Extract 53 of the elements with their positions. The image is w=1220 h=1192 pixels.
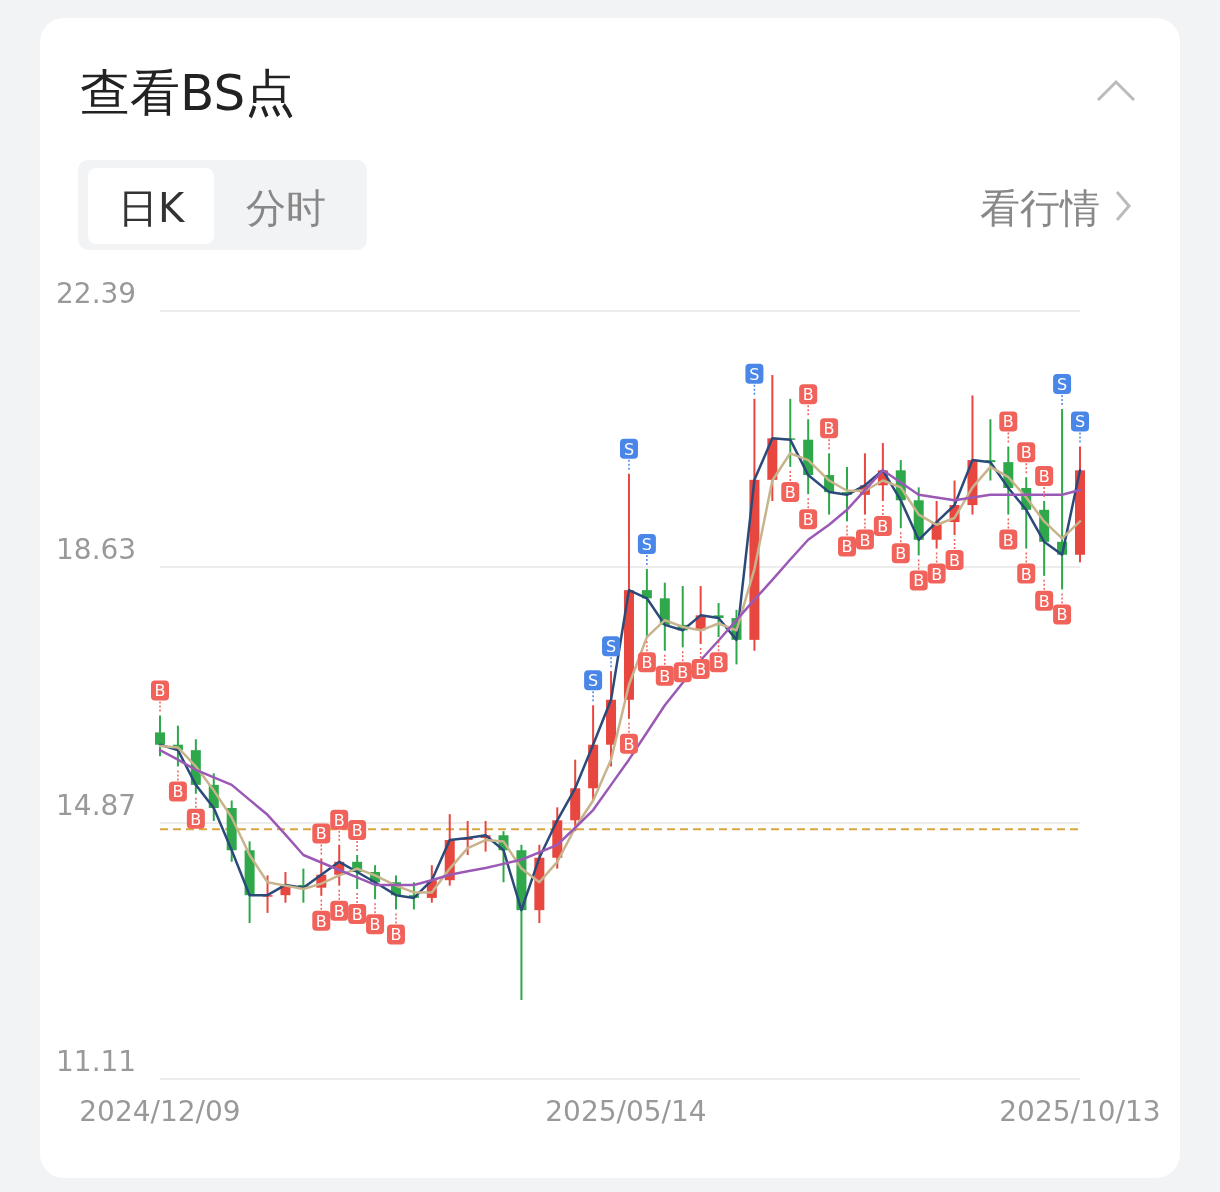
annotation: B bbox=[623, 734, 635, 754]
y-tick-label: 11.11 bbox=[56, 1045, 137, 1078]
annotation: B bbox=[859, 530, 871, 550]
y-tick-label: 14.87 bbox=[56, 789, 137, 822]
x-tick-label: 2025/05/14 bbox=[545, 1095, 707, 1128]
annotation: S bbox=[749, 364, 760, 384]
annotation: B bbox=[931, 564, 943, 584]
annotation: B bbox=[802, 510, 814, 530]
annotation: B bbox=[841, 537, 853, 557]
annotation: B bbox=[333, 901, 345, 921]
annotation: B bbox=[190, 809, 202, 829]
annotation: S bbox=[605, 637, 617, 657]
annotation: B bbox=[1002, 412, 1014, 432]
annotation: S bbox=[588, 671, 599, 691]
x-tick-label: 2025/10/13 bbox=[999, 1095, 1161, 1128]
annotation: B bbox=[172, 782, 184, 802]
annotation: B bbox=[333, 810, 345, 830]
annotation: B bbox=[1038, 591, 1050, 611]
text: 看行情 bbox=[980, 185, 1100, 231]
annotation: B bbox=[713, 653, 725, 673]
annotation: S bbox=[641, 535, 652, 555]
annotation: B bbox=[913, 571, 925, 591]
annotation: S bbox=[623, 439, 635, 459]
chart-title: 查看BS点 bbox=[80, 64, 296, 122]
annotation: B bbox=[895, 544, 907, 564]
annotation: B bbox=[949, 551, 961, 570]
annotation: B bbox=[1020, 443, 1032, 463]
y-tick-label: 18.63 bbox=[56, 533, 137, 566]
annotation: B bbox=[369, 915, 381, 935]
annotation: B bbox=[823, 419, 835, 439]
annotation: B bbox=[677, 663, 689, 683]
annotation: S bbox=[1074, 412, 1086, 432]
annotation: B bbox=[695, 659, 707, 679]
x-tick-label: 2024/12/09 bbox=[79, 1095, 241, 1128]
annotation: B bbox=[641, 653, 653, 673]
annotation: B bbox=[1002, 530, 1014, 550]
y-tick-label: 22.39 bbox=[56, 277, 137, 310]
annotation: B bbox=[315, 911, 327, 931]
annotation: S bbox=[1057, 375, 1068, 395]
annotation: B bbox=[784, 482, 796, 502]
text: 分时 bbox=[246, 185, 326, 231]
annotation: B bbox=[802, 385, 814, 405]
text: 日K bbox=[117, 185, 186, 231]
annotation: B bbox=[1056, 605, 1068, 625]
annotation: B bbox=[351, 905, 363, 925]
annotation: B bbox=[351, 821, 363, 840]
annotation: B bbox=[659, 666, 671, 686]
annotation: B bbox=[1038, 466, 1050, 486]
annotation: B bbox=[154, 681, 166, 701]
annotation: B bbox=[390, 925, 402, 945]
annotation: B bbox=[315, 824, 327, 844]
annotation: B bbox=[877, 516, 889, 536]
annotation: B bbox=[1020, 564, 1032, 584]
